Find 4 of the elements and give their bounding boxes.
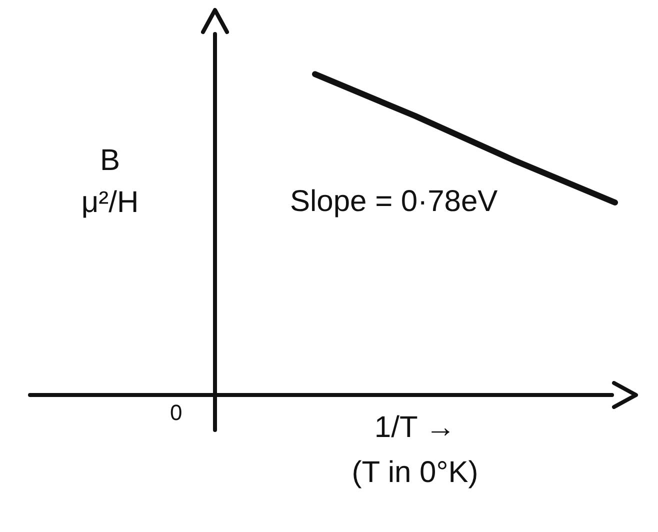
x-axis-title: 1/T → (T in 0°K) [350,410,480,491]
text: 0 [170,400,182,426]
annotation: Slope = 0·78eV [290,185,498,219]
y-axis-title: B μ²/H [80,143,140,221]
